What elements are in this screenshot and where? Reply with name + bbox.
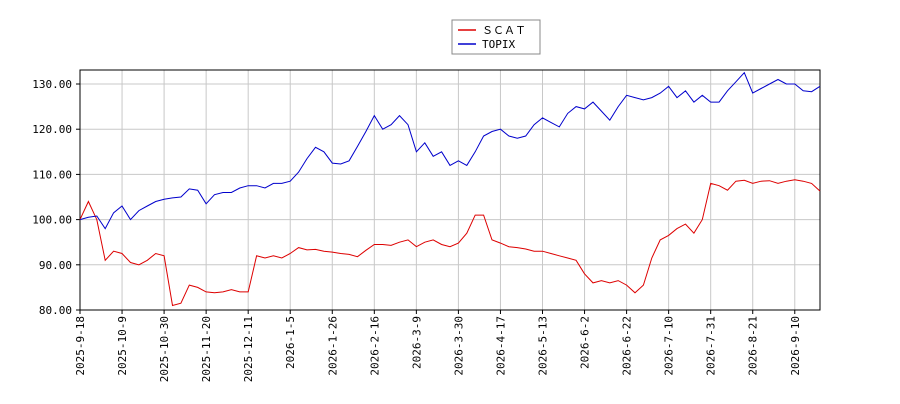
legend-box (451, 19, 541, 55)
x-tick-label: 2026-9-10 (789, 316, 802, 376)
x-tick-label: 2026-6-2 (579, 316, 592, 369)
x-tick-label: 2026-3-30 (452, 316, 465, 376)
x-tick-label: 2025-9-18 (74, 316, 87, 376)
legend-label: ＳＣＡＴ (482, 24, 526, 37)
y-tick-label: 80.00 (39, 304, 72, 317)
x-tick-label: 2026-4-17 (494, 316, 507, 376)
legend-label: TOPIX (482, 38, 515, 51)
series-line (79, 71, 821, 230)
x-tick-label: 2026-2-16 (368, 316, 381, 376)
x-tick-label: 2026-6-22 (621, 316, 634, 376)
y-tick-label: 130.00 (32, 78, 72, 91)
y-tick-label: 110.00 (32, 168, 72, 181)
y-tick-label: 120.00 (32, 123, 72, 136)
x-tick-label: 2025-11-20 (200, 316, 213, 382)
x-tick-label: 2025-10-9 (116, 316, 129, 376)
x-tick-label: 2025-12-11 (242, 316, 255, 382)
x-tick-label: 2026-5-13 (537, 316, 550, 376)
plot-frame (79, 69, 821, 311)
x-tick-label: 2026-8-21 (747, 316, 760, 376)
x-tick-label: 2026-7-10 (663, 316, 676, 376)
x-tick-label: 2026-3-9 (410, 316, 423, 369)
y-tick-label: 100.00 (32, 214, 72, 227)
x-tick-label: 2026-1-5 (284, 316, 297, 369)
x-tick-label: 2026-7-31 (705, 316, 718, 376)
x-tick-label: 2025-10-30 (158, 316, 171, 382)
x-tick-label: 2026-1-26 (326, 316, 339, 376)
series-line (79, 179, 821, 307)
y-tick-label: 90.00 (39, 259, 72, 272)
